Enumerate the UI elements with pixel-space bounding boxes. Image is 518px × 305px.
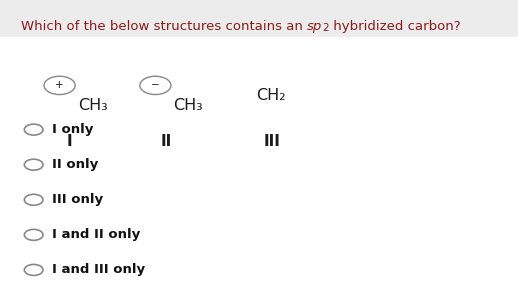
Text: II only: II only bbox=[52, 158, 98, 171]
Text: CH₃: CH₃ bbox=[174, 98, 203, 113]
Text: Which of the below structures contains an: Which of the below structures contains a… bbox=[21, 20, 307, 33]
Text: I and II only: I and II only bbox=[52, 228, 140, 241]
Bar bbox=[0, 37, 518, 305]
Text: III only: III only bbox=[52, 193, 103, 206]
Text: III: III bbox=[264, 134, 280, 149]
Text: 2: 2 bbox=[322, 23, 329, 33]
Bar bbox=[0, 0, 518, 37]
Text: I: I bbox=[67, 134, 73, 149]
Text: sp: sp bbox=[307, 20, 322, 33]
Text: I only: I only bbox=[52, 123, 93, 136]
Text: CH₃: CH₃ bbox=[78, 98, 107, 113]
Text: +: + bbox=[55, 81, 64, 90]
Text: II: II bbox=[160, 134, 171, 149]
Text: I and III only: I and III only bbox=[52, 264, 145, 276]
Text: CH₂: CH₂ bbox=[256, 88, 286, 103]
Text: −: − bbox=[151, 81, 160, 90]
Text: 2: 2 bbox=[322, 23, 329, 33]
Text: hybridized carbon?: hybridized carbon? bbox=[329, 20, 461, 33]
